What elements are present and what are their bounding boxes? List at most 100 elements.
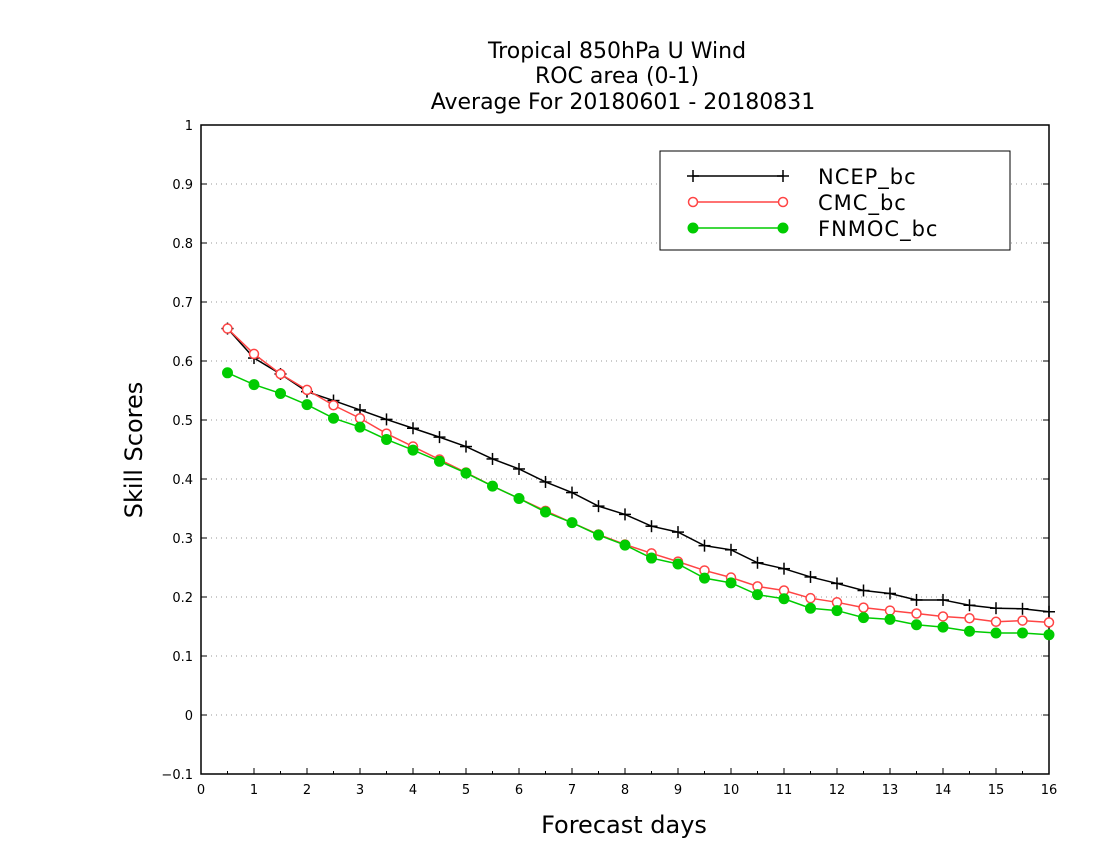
data-point xyxy=(804,570,817,583)
data-point xyxy=(884,587,896,600)
data-point xyxy=(910,593,923,606)
y-tick-label: 0.6 xyxy=(172,355,193,370)
x-tick-label: 5 xyxy=(462,783,470,798)
x-axis-ticks: 0 1 2 3 4 5 6 7 8 9 10 11 12 13 14 15 16 xyxy=(197,768,1057,798)
data-point xyxy=(963,599,976,612)
data-point xyxy=(911,619,922,631)
data-point xyxy=(407,444,419,456)
x-tick-label: 14 xyxy=(935,783,952,798)
legend-item: NCEP_bc xyxy=(687,165,917,190)
y-tick-label: −0.1 xyxy=(161,768,193,783)
x-axis-label: Forecast days xyxy=(541,811,707,839)
data-point xyxy=(592,500,605,513)
data-point xyxy=(778,593,790,605)
data-point xyxy=(805,602,816,614)
data-point xyxy=(1017,627,1028,639)
data-point xyxy=(831,605,843,617)
legend-item: CMC_bc xyxy=(687,191,907,216)
data-point xyxy=(354,421,366,433)
data-point xyxy=(301,384,313,396)
data-point xyxy=(487,480,498,492)
data-point xyxy=(328,400,339,411)
data-point xyxy=(248,348,260,360)
data-point xyxy=(566,517,578,529)
legend-marker-end xyxy=(777,222,789,234)
y-tick-label: 0.5 xyxy=(172,414,193,429)
chart-title-line-2: ROC area (0-1) xyxy=(535,64,699,89)
legend-item: FNMOC_bc xyxy=(687,217,938,242)
data-point xyxy=(937,611,949,622)
y-tick-label: 0.7 xyxy=(172,296,193,311)
data-point xyxy=(725,577,737,589)
series-group xyxy=(221,322,1055,641)
data-point xyxy=(275,387,286,399)
y-tick-label: 0.3 xyxy=(172,532,193,547)
legend-box xyxy=(659,150,1011,251)
x-tick-label: 10 xyxy=(723,783,740,798)
x-tick-label: 12 xyxy=(829,783,846,798)
data-point xyxy=(857,584,870,597)
x-tick-label: 1 xyxy=(250,783,258,798)
chart-title-line-3: Average For 20180601 - 20180831 xyxy=(431,90,816,115)
x-tick-label: 9 xyxy=(674,783,682,798)
data-point xyxy=(1043,605,1055,618)
x-tick-label: 4 xyxy=(409,783,417,798)
data-point xyxy=(248,379,260,391)
data-point xyxy=(646,552,657,564)
data-point xyxy=(460,467,472,479)
data-point xyxy=(380,413,393,426)
data-point xyxy=(513,492,525,504)
data-point xyxy=(434,455,445,467)
legend-label: NCEP_bc xyxy=(818,165,917,190)
y-tick-label: 0.9 xyxy=(172,178,193,193)
series-line xyxy=(226,328,1050,613)
chart-title: Tropical 850hPa U Wind ROC area (0-1) Av… xyxy=(431,39,816,115)
data-point xyxy=(1016,602,1029,615)
y-tick-label: 0.2 xyxy=(172,591,193,606)
data-point xyxy=(354,412,366,424)
data-point xyxy=(645,520,658,533)
data-point xyxy=(831,577,843,590)
legend-marker-start xyxy=(687,196,699,208)
y-tick-label: 0.4 xyxy=(172,473,193,488)
legend-label: CMC_bc xyxy=(818,191,907,216)
series-line xyxy=(226,328,1050,624)
chart-title-line-1: Tropical 850hPa U Wind xyxy=(487,39,746,64)
data-point xyxy=(275,368,286,380)
data-point xyxy=(672,526,684,539)
data-point xyxy=(911,608,922,619)
data-point xyxy=(566,486,578,499)
legend-marker-end xyxy=(777,170,789,182)
data-point xyxy=(752,589,763,601)
data-point xyxy=(619,508,631,521)
x-tick-label: 7 xyxy=(568,783,576,798)
x-tick-label: 13 xyxy=(882,783,899,798)
data-point xyxy=(407,422,419,435)
data-point xyxy=(672,558,684,570)
data-point xyxy=(460,440,472,453)
data-point xyxy=(937,621,949,633)
data-point xyxy=(328,412,339,424)
legend-label: FNMOC_bc xyxy=(818,217,938,242)
data-point xyxy=(698,539,711,552)
legend-marker-end xyxy=(777,196,789,208)
y-tick-label: 0.8 xyxy=(172,237,193,252)
grid-lines xyxy=(201,183,1049,716)
series-1 xyxy=(221,322,1055,618)
data-point xyxy=(725,543,737,556)
y-axis-label: Skill Scores xyxy=(120,382,148,519)
data-point xyxy=(990,616,1002,628)
data-point xyxy=(593,529,604,541)
data-point xyxy=(884,605,896,616)
x-tick-label: 11 xyxy=(776,783,793,798)
data-point xyxy=(858,612,869,624)
x-tick-label: 15 xyxy=(988,783,1005,798)
data-point xyxy=(964,625,975,637)
x-tick-label: 6 xyxy=(515,783,523,798)
x-tick-label: 8 xyxy=(621,783,629,798)
legend-marker-start xyxy=(687,170,699,182)
data-point xyxy=(990,627,1002,639)
data-point xyxy=(1043,617,1055,628)
